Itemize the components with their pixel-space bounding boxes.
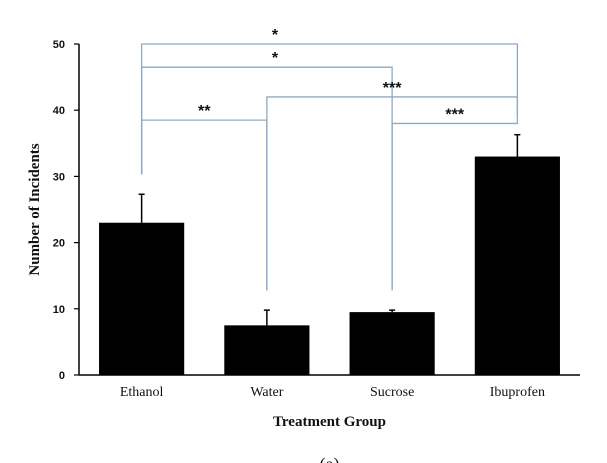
x-label-ibuprofen: Ibuprofen (490, 385, 545, 400)
significance-bracket-4 (266, 96, 519, 291)
bar-ibuprofen (474, 156, 560, 375)
significance-brackets: ********** (140, 27, 519, 291)
significance-label-4: *** (383, 80, 402, 97)
x-label-sucrose: Sucrose (370, 385, 414, 400)
axes-group (78, 44, 580, 376)
y-tick-label-30: 30 (53, 171, 65, 183)
significance-label-2: * (272, 50, 279, 67)
y-axis-title: Number of Incidents (27, 143, 43, 275)
y-tick-label-40: 40 (53, 105, 65, 117)
bar-sucrose (349, 312, 435, 375)
x-axis-title: Treatment Group (273, 414, 386, 430)
figure-caption: (a) (320, 454, 340, 463)
significance-label-1: * (272, 27, 279, 44)
x-label-water: Water (250, 385, 283, 400)
y-tick-label-10: 10 (53, 304, 65, 316)
error-bars-group (138, 133, 521, 326)
bar-ethanol (99, 222, 185, 375)
y-ticks-group: 0 10 20 30 40 50 (53, 39, 79, 382)
bar-water (224, 325, 310, 375)
significance-label-3: ** (198, 103, 211, 120)
y-tick-label-50: 50 (53, 39, 65, 51)
x-label-ethanol: Ethanol (120, 385, 164, 400)
y-tick-label-20: 20 (53, 238, 65, 250)
bars-group (99, 156, 560, 375)
significance-bracket-5 (391, 114, 519, 291)
y-tick-label-0: 0 (59, 370, 65, 382)
x-labels-group: Ethanol Water Sucrose Ibuprofen (120, 385, 545, 400)
significance-label-5: *** (445, 106, 464, 123)
